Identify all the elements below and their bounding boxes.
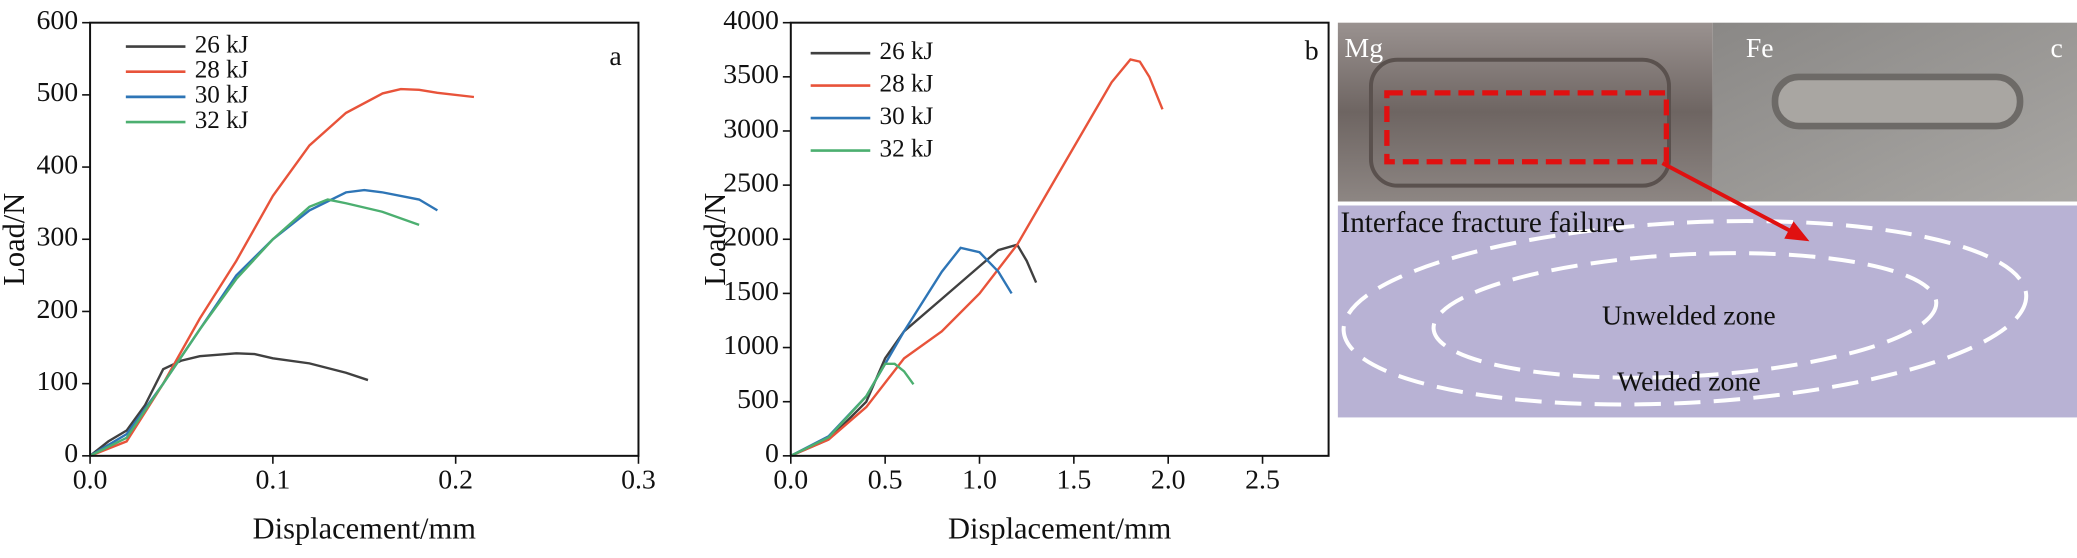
x-tick-label: 0.0 bbox=[73, 465, 108, 496]
series-line bbox=[89, 352, 369, 457]
legend-label: 30 kJ bbox=[880, 103, 934, 130]
zone-label: Welded zone bbox=[1617, 367, 1761, 398]
y-tick-label: 3500 bbox=[723, 59, 779, 90]
series-line bbox=[790, 58, 1164, 457]
legend-label: 32 kJ bbox=[195, 107, 249, 134]
weld-mark bbox=[1771, 73, 2024, 130]
arrow-head bbox=[1784, 221, 1810, 242]
y-tick-label: 1500 bbox=[723, 276, 779, 307]
outer-boundary bbox=[1341, 219, 2029, 407]
x-tick-label: 0.2 bbox=[438, 465, 473, 496]
highlight-box bbox=[1384, 90, 1670, 165]
x-tick-label: 0.1 bbox=[255, 465, 290, 496]
series-line bbox=[790, 246, 1013, 457]
y-axis-title: Load/N bbox=[698, 193, 732, 286]
zone-label: Unwelded zone bbox=[1602, 300, 1776, 331]
panel-label: a bbox=[609, 41, 621, 72]
mg-photo bbox=[1337, 22, 1713, 202]
panel-text: Mg bbox=[1344, 33, 1383, 64]
series-line bbox=[89, 198, 420, 457]
legend-label: 32 kJ bbox=[880, 135, 934, 162]
y-tick-label: 3000 bbox=[723, 113, 779, 144]
y-tick-label: 0 bbox=[64, 438, 78, 469]
panel-label: b bbox=[1305, 36, 1319, 67]
panel-label: c bbox=[2051, 33, 2063, 64]
y-tick-label: 4000 bbox=[723, 5, 779, 36]
y-tick-label: 0 bbox=[765, 438, 779, 469]
legend-label: 28 kJ bbox=[195, 56, 249, 83]
weld-mark bbox=[1368, 57, 1672, 188]
y-tick-label: 200 bbox=[36, 294, 78, 325]
x-tick-label: 1.0 bbox=[962, 465, 997, 496]
inner-boundary bbox=[1431, 251, 1939, 380]
plot-frame bbox=[789, 21, 1330, 457]
y-tick-label: 400 bbox=[36, 149, 78, 180]
series-line bbox=[790, 243, 1038, 457]
fracture-photo bbox=[1337, 205, 2077, 418]
panel-text: Fe bbox=[1746, 33, 1774, 64]
legend-label: 30 kJ bbox=[195, 82, 249, 109]
y-tick-label: 500 bbox=[737, 384, 779, 415]
x-axis-title: Displacement/mm bbox=[253, 511, 477, 545]
y-axis-title: Load/N bbox=[0, 193, 31, 286]
series-line bbox=[790, 362, 915, 457]
x-tick-label: 0.0 bbox=[773, 465, 808, 496]
y-tick-label: 100 bbox=[36, 366, 78, 397]
caption: Interface fracture failure bbox=[1341, 207, 1626, 239]
legend-label: 26 kJ bbox=[195, 31, 249, 58]
plot-frame bbox=[89, 21, 640, 457]
y-tick-label: 2000 bbox=[723, 222, 779, 253]
y-tick-label: 1000 bbox=[723, 330, 779, 361]
legend-label: 26 kJ bbox=[880, 38, 934, 65]
arrow bbox=[1661, 161, 1796, 236]
x-axis-title: Displacement/mm bbox=[948, 511, 1172, 545]
y-tick-label: 2500 bbox=[723, 167, 779, 198]
x-tick-label: 2.5 bbox=[1245, 465, 1280, 496]
y-tick-label: 300 bbox=[36, 222, 78, 253]
photo-panel: Mg Fe c Interface fracture failure Unwel… bbox=[1337, 22, 2077, 418]
y-tick-label: 600 bbox=[36, 5, 78, 36]
x-tick-label: 2.0 bbox=[1151, 465, 1186, 496]
x-tick-label: 0.3 bbox=[621, 465, 656, 496]
legend-label: 28 kJ bbox=[880, 70, 934, 97]
x-tick-label: 1.5 bbox=[1056, 465, 1091, 496]
x-tick-label: 0.5 bbox=[868, 465, 903, 496]
y-tick-label: 500 bbox=[36, 77, 78, 108]
